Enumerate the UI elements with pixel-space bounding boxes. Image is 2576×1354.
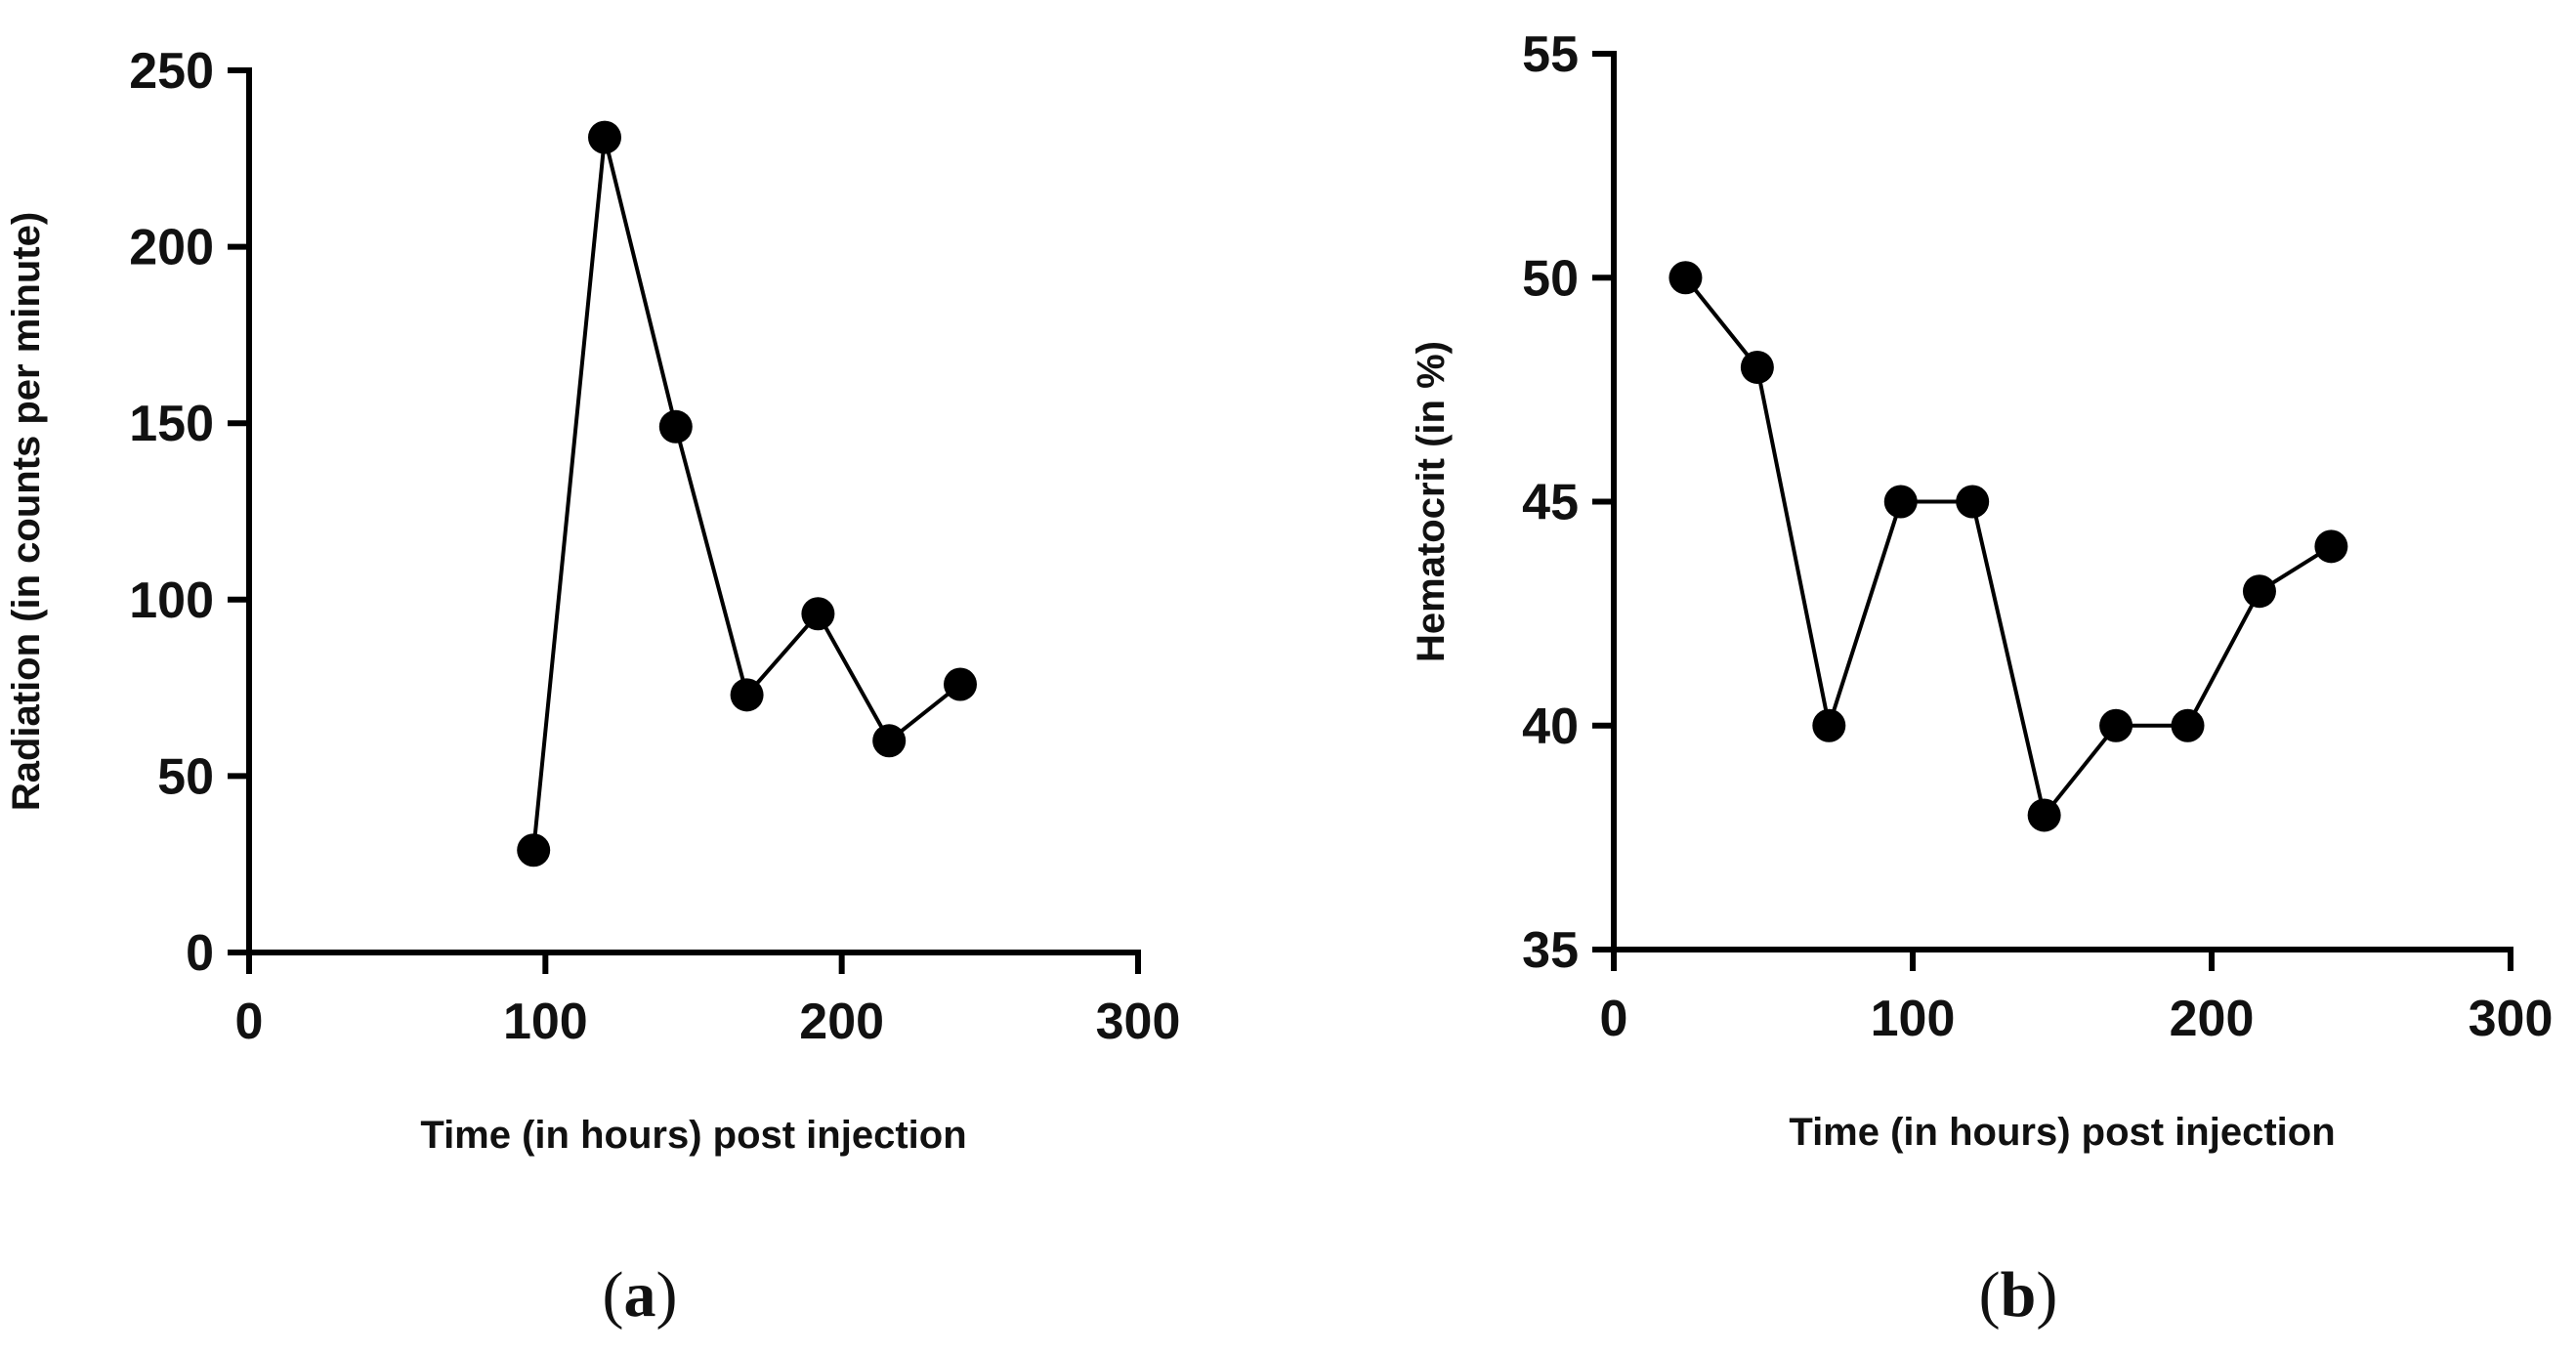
data-point — [2171, 708, 2205, 742]
data-point — [658, 409, 693, 444]
y-tick-label: 250 — [129, 43, 214, 100]
x-tick-label: 200 — [2170, 991, 2255, 1047]
data-point — [801, 597, 835, 631]
y-tick-label: 35 — [1522, 922, 1579, 979]
y-tick-label: 40 — [1522, 698, 1579, 755]
data-point — [1812, 708, 1846, 742]
x-tick-label: 300 — [1096, 994, 1181, 1050]
y-axis-title: Hematocrit (in %) — [1410, 341, 1453, 662]
y-tick-label: 200 — [129, 220, 214, 276]
data-point — [2242, 574, 2276, 609]
data-point — [2314, 529, 2348, 564]
x-tick-label: 200 — [799, 994, 884, 1050]
data-point — [730, 678, 764, 712]
data-point — [1883, 485, 1918, 519]
data-point — [2027, 798, 2061, 832]
y-tick-label: 50 — [1522, 250, 1579, 307]
data-point — [1956, 485, 1990, 519]
y-axis-title: Radiation (in counts per minute) — [5, 212, 48, 811]
y-tick-label: 55 — [1522, 26, 1579, 83]
data-point — [1668, 261, 1703, 295]
data-point — [588, 120, 621, 154]
y-tick-label: 0 — [186, 925, 214, 982]
chart-panel-a: 0 100 200 300 0 50 100 150 200 250 Time (in hours)… — [5, 43, 1180, 1331]
x-tick-label: 300 — [2469, 991, 2554, 1047]
x-tick-label: 0 — [235, 994, 264, 1050]
y-tick-label: 100 — [129, 572, 214, 629]
x-axis-title: Time (in hours) post injection — [420, 1114, 966, 1157]
data-point — [1740, 350, 1774, 384]
y-tick-label: 45 — [1522, 475, 1579, 531]
x-tick-label: 100 — [1871, 991, 1956, 1047]
chart-panel-b: 0 100 200 300 35 40 45 50 55 Time (in hours) post… — [1410, 26, 2553, 1331]
data-point — [872, 724, 907, 758]
data-point — [944, 667, 977, 701]
panel-label: (a) — [603, 1259, 678, 1331]
x-tick-label: 0 — [1600, 991, 1628, 1047]
y-tick-label: 50 — [157, 748, 214, 805]
x-axis-title: Time (in hours) post injection — [1789, 1111, 2335, 1154]
data-point — [517, 833, 551, 867]
series-line — [1683, 275, 2333, 820]
y-tick-label: 150 — [129, 396, 214, 452]
panel-label: (b) — [1979, 1259, 2058, 1331]
x-tick-label: 100 — [503, 994, 588, 1050]
data-point — [2099, 708, 2133, 742]
